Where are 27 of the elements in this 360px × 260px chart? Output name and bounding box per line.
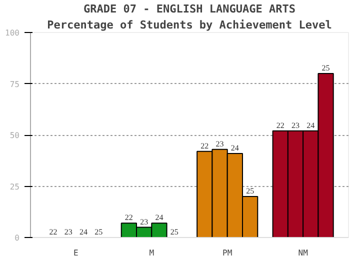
text: 25 — [322, 64, 330, 72]
series-label: 23 — [140, 217, 148, 226]
text: 23 — [64, 228, 72, 236]
x-tick-label: NM — [298, 248, 308, 258]
chart-subtitle: Percentage of Students by Achievement Level — [47, 18, 332, 32]
x-tick-label: PM — [222, 248, 232, 258]
text: 23 — [292, 120, 300, 130]
text: 24 — [80, 228, 88, 236]
x-tick-label: E — [74, 248, 79, 258]
series-label: 24 — [155, 213, 164, 222]
text: 25 — [170, 228, 178, 236]
y-tick-label: 25 — [10, 182, 20, 192]
text: 24 — [306, 120, 315, 130]
text: 25 — [94, 228, 103, 236]
y-tick-label: 50 — [10, 131, 20, 140]
series-label: 22 — [124, 213, 133, 222]
chart-title: GRADE 07 - ENGLISH LANGUAGE ARTS — [84, 2, 296, 16]
y-tick-label: 100 — [5, 28, 20, 38]
text: 22 — [276, 120, 284, 130]
text: 23 — [216, 139, 224, 148]
x-tick-label: M — [149, 248, 154, 258]
y-tick-label: 75 — [10, 80, 20, 89]
text: 22 — [49, 228, 58, 236]
text: 22 — [200, 141, 209, 150]
series-label: 25 — [246, 186, 254, 196]
text: 24 — [230, 143, 239, 152]
y-tick-label: 0 — [14, 234, 20, 242]
